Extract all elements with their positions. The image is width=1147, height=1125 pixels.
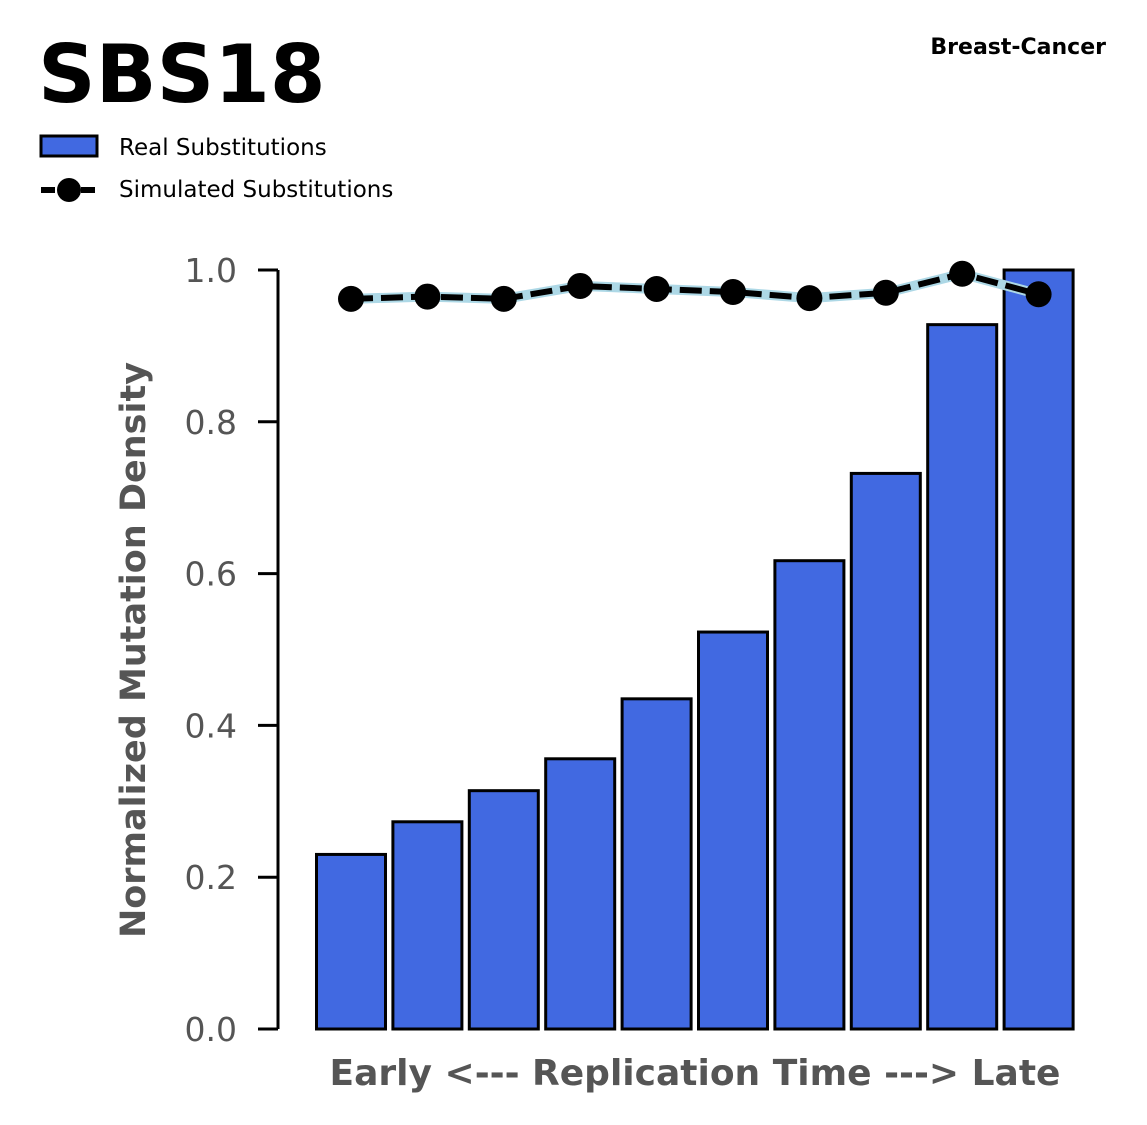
bar-real-substitutions bbox=[773, 559, 846, 1031]
simulated-point bbox=[796, 285, 823, 312]
simulated-point bbox=[414, 283, 441, 310]
simulated-point bbox=[567, 272, 594, 299]
y-tick-label: 0.6 bbox=[185, 555, 237, 594]
x-axis-label: Early <--- Replication Time ---> Late bbox=[330, 1053, 1061, 1094]
simulated-point bbox=[872, 279, 899, 306]
legend-real-label: Real Substitutions bbox=[119, 135, 327, 161]
simulated-point bbox=[490, 285, 517, 312]
bar-real-substitutions bbox=[467, 789, 540, 1031]
bar-real-substitutions bbox=[391, 820, 464, 1031]
legend-simulated-marker bbox=[57, 178, 81, 202]
simulated-line bbox=[350, 270, 1040, 302]
bar-real-substitutions bbox=[849, 471, 922, 1031]
chart-subtitle: Breast-Cancer bbox=[930, 35, 1106, 60]
bar-real-substitutions bbox=[697, 630, 769, 1031]
bar-real-substitutions bbox=[620, 697, 693, 1031]
simulated-point bbox=[643, 275, 670, 302]
bar-real-substitutions bbox=[1002, 268, 1075, 1031]
bar-real-substitutions bbox=[926, 323, 999, 1031]
bar-real-substitutions bbox=[544, 757, 617, 1031]
y-tick-label: 0.0 bbox=[185, 1010, 237, 1049]
y-tick-label: 0.4 bbox=[185, 706, 237, 745]
chart-title: SBS18 bbox=[38, 28, 326, 121]
legend-real-swatch bbox=[39, 134, 99, 158]
simulated-point bbox=[1025, 281, 1052, 308]
legend: Real Substitutions Simulated Substitutio… bbox=[39, 134, 393, 203]
y-tick-label: 1.0 bbox=[185, 251, 237, 290]
y-axis-ticks: 0.0 0.2 0.4 0.6 0.8 1.0 bbox=[185, 251, 278, 1049]
plot-area bbox=[315, 260, 1075, 1031]
y-axis-label: Normalized Mutation Density bbox=[114, 362, 154, 938]
y-tick-label: 0.8 bbox=[185, 403, 237, 442]
simulated-point bbox=[949, 260, 976, 287]
y-tick-label: 0.2 bbox=[185, 858, 237, 897]
legend-simulated-label: Simulated Substitutions bbox=[119, 177, 393, 203]
simulated-point bbox=[338, 285, 364, 312]
bar-real-substitutions bbox=[315, 852, 387, 1031]
simulated-point bbox=[720, 279, 746, 306]
